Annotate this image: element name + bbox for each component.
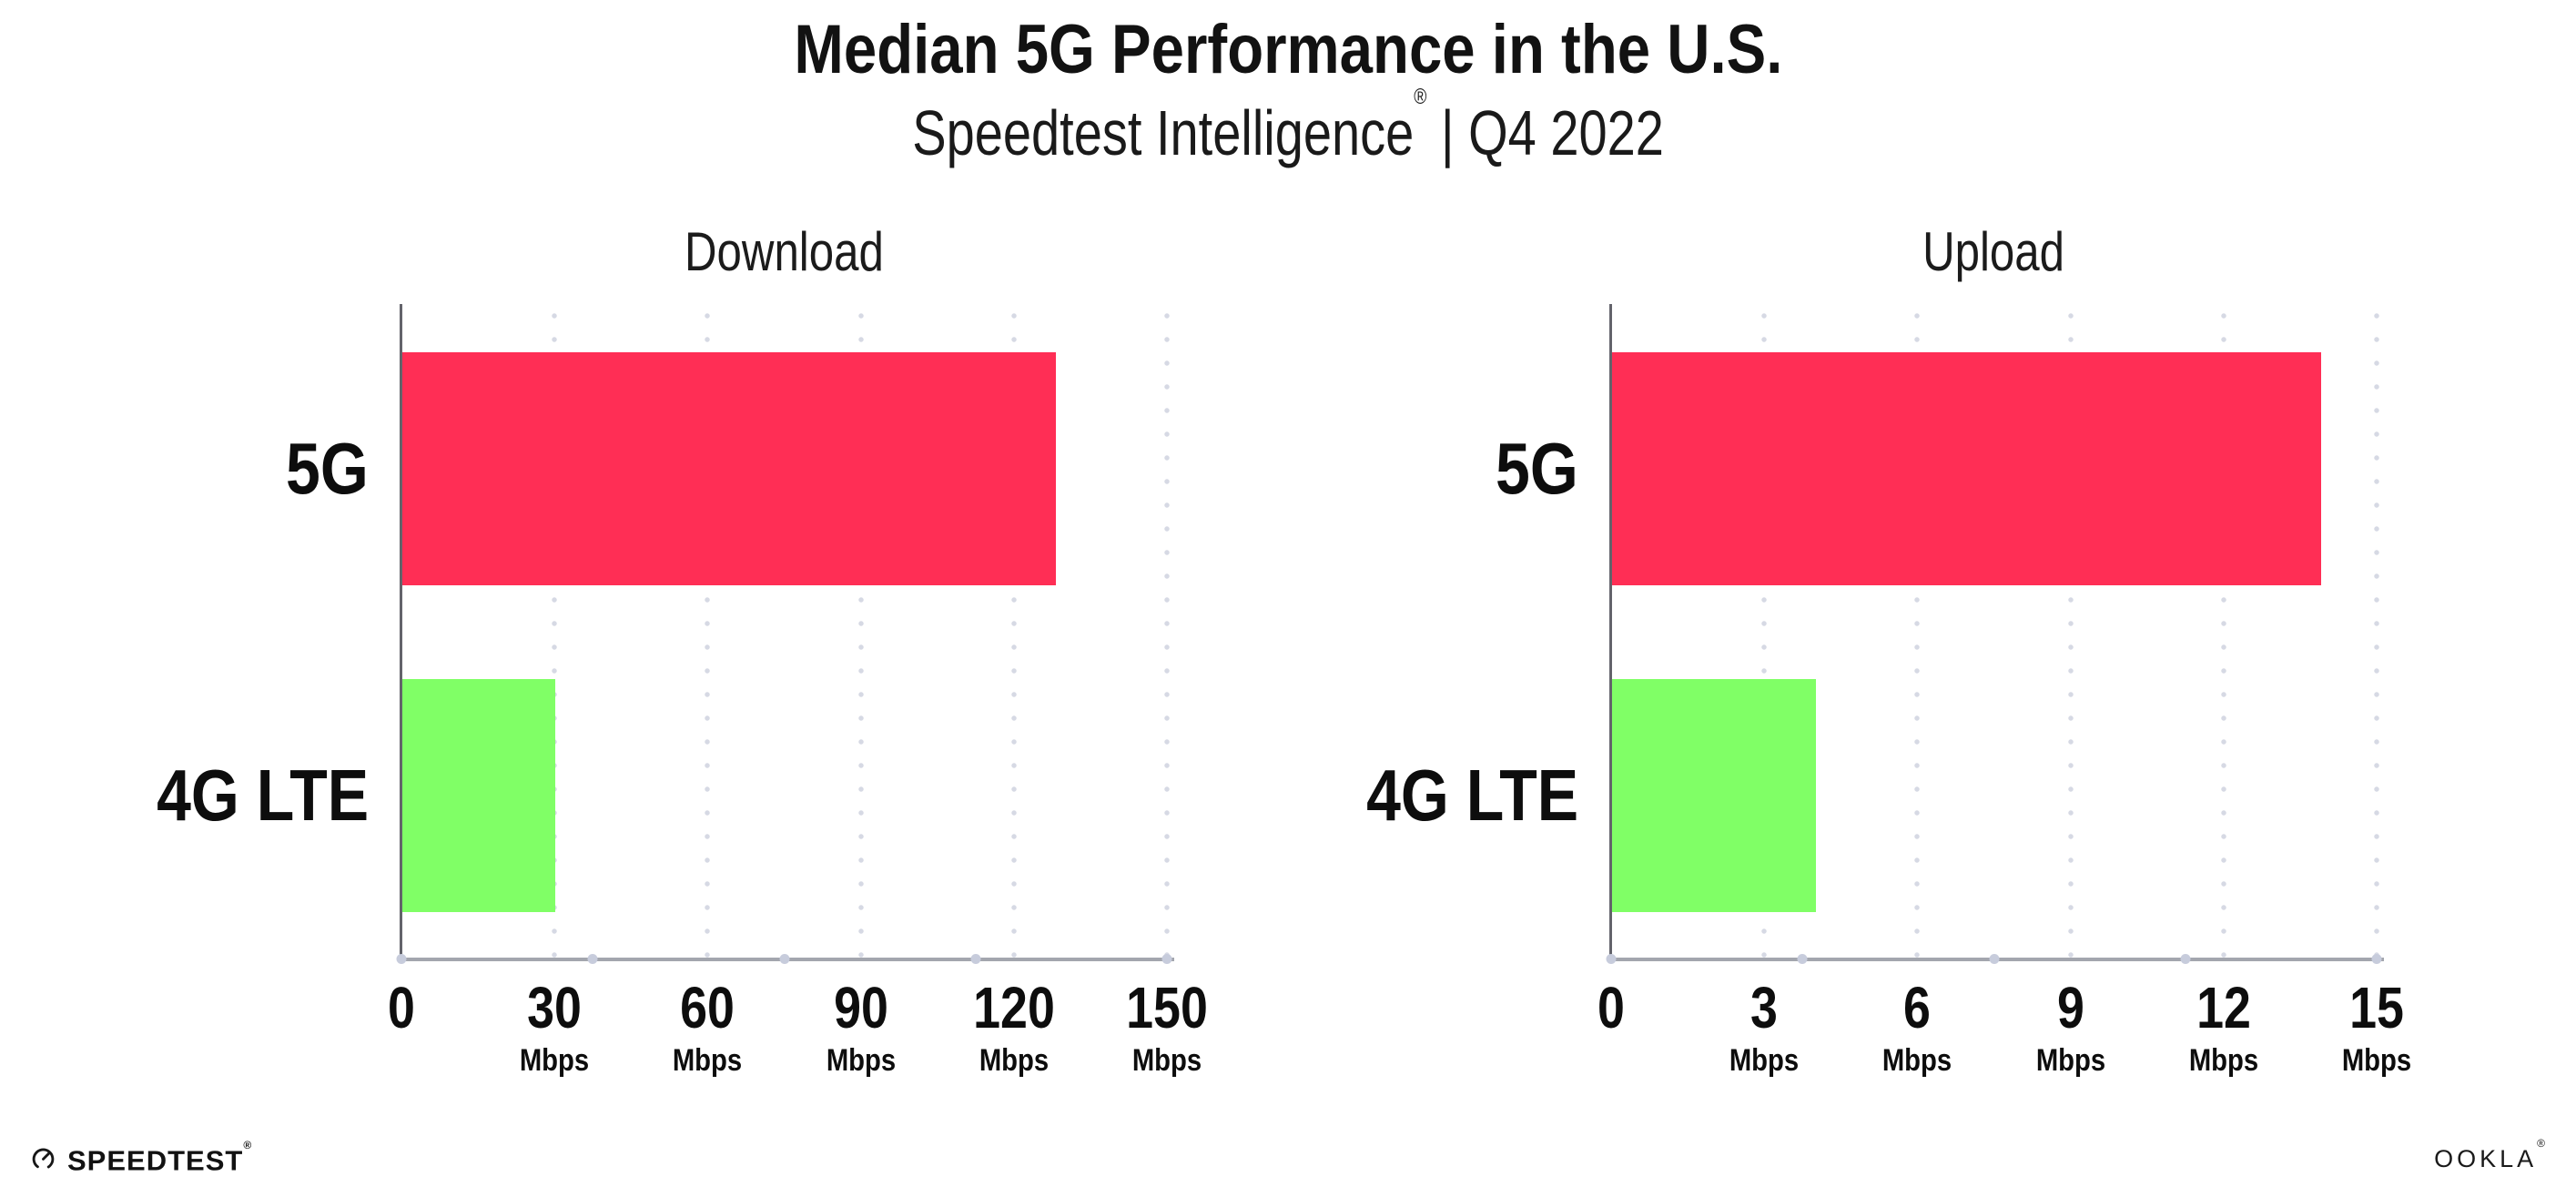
download-x-tick-labels: 0 30 Mbps 60 Mbps 90 Mbps 120 Mbps 150 Mbps <box>388 978 1208 1096</box>
x-tick-value: 0 <box>388 975 415 1040</box>
x-tick-60: 60 Mbps <box>667 978 748 1078</box>
bar-4g-lte <box>1612 679 1817 912</box>
x-tick-unit: Mbps <box>673 1043 743 1078</box>
download-chart-title-text: Download <box>685 221 884 282</box>
page-title-text: Median 5G Performance in the U.S. <box>794 11 1782 88</box>
x-tick-0: 0 <box>1595 978 1628 1038</box>
gridline-30 <box>552 304 558 958</box>
x-tick-value: 90 <box>833 975 888 1040</box>
x-tick-value: 0 <box>1597 975 1625 1040</box>
axis-tick-dot <box>1161 954 1172 964</box>
category-label-4g-lte: 4G LTE <box>1366 755 1578 836</box>
x-tick-value: 120 <box>972 975 1055 1040</box>
x-tick-value: 15 <box>2349 975 2404 1040</box>
x-tick-unit: Mbps <box>1729 1043 1800 1078</box>
bar-4g-lte <box>402 679 556 912</box>
download-chart-panel: Download 5G 4G LTE 0 30 Mbps 60 Mbps 90 Mbps 120… <box>157 217 1208 1118</box>
gridline-120 <box>1010 304 1017 958</box>
ookla-registered-icon: ® <box>2537 1137 2549 1150</box>
gridline-12 <box>2220 304 2226 958</box>
axis-tick-dot <box>779 954 789 964</box>
page-subtitle: Speedtest Intelligence® | Q4 2022 <box>0 86 2576 177</box>
x-tick-value: 6 <box>1903 975 1932 1040</box>
category-label-4g-lte: 4G LTE <box>157 755 369 836</box>
axis-tick-dot <box>1797 954 1808 964</box>
x-tick-30: 30 Mbps <box>514 978 595 1078</box>
upload-chart-panel: Upload 5G 4G LTE 0 3 Mbps 6 Mbps 9 Mbps 12 Mbps 15… <box>1366 217 2411 1118</box>
x-tick-unit: Mbps <box>2188 1043 2258 1078</box>
gridline-6 <box>1914 304 1921 958</box>
x-tick-value: 30 <box>527 975 583 1040</box>
gridline-60 <box>705 304 711 958</box>
speedtest-logo: SPEEDTEST® <box>31 1138 253 1176</box>
bar-5g <box>1612 352 2322 585</box>
x-tick-12: 12 Mbps <box>2183 978 2264 1078</box>
x-tick-15: 15 Mbps <box>2337 978 2418 1078</box>
x-tick-120: 120 Mbps <box>965 978 1062 1078</box>
axis-tick-dot <box>1606 954 1617 964</box>
bar-5g <box>402 352 1056 585</box>
registered-mark-icon: ® <box>1414 84 1427 109</box>
axis-tick-dot <box>1989 954 1999 964</box>
upload-x-tick-labels: 0 3 Mbps 6 Mbps 9 Mbps 12 Mbps 15 Mbps <box>1597 978 2411 1096</box>
x-tick-6: 6 Mbps <box>1877 978 1958 1078</box>
x-tick-value: 3 <box>1750 975 1779 1040</box>
download-plot-area: 5G 4G LTE <box>157 304 1174 964</box>
category-label-5g: 5G <box>1496 428 1578 509</box>
x-tick-value: 12 <box>2196 975 2251 1040</box>
x-tick-90: 90 Mbps <box>820 978 901 1078</box>
x-tick-unit: Mbps <box>826 1043 896 1078</box>
gridline-150 <box>1164 304 1170 958</box>
upload-chart-title-text: Upload <box>1922 221 2065 282</box>
ookla-wordmark-text: OOKLA <box>2434 1145 2538 1172</box>
speedtest-wordmark-text: SPEEDTEST <box>67 1144 244 1176</box>
axis-tick-dot <box>2371 954 2382 964</box>
gridline-15 <box>2374 304 2379 958</box>
x-tick-unit: Mbps <box>2035 1043 2105 1078</box>
gridline-9 <box>2067 304 2074 958</box>
upload-y-axis <box>1609 304 1612 961</box>
x-tick-unit: Mbps <box>979 1043 1049 1078</box>
subtitle-brand: Speedtest Intelligence <box>912 97 1415 168</box>
category-label-5g: 5G <box>286 428 369 509</box>
page-title: Median 5G Performance in the U.S. <box>0 11 2576 89</box>
speedtest-wordmark: SPEEDTEST® <box>67 1138 253 1176</box>
x-tick-value: 9 <box>2056 975 2084 1040</box>
x-tick-unit: Mbps <box>520 1043 590 1078</box>
axis-tick-dot <box>970 954 981 964</box>
x-tick-unit: Mbps <box>1882 1043 1952 1078</box>
axis-tick-dot <box>396 954 407 964</box>
gridline-3 <box>1761 304 1768 958</box>
x-tick-150: 150 Mbps <box>1119 978 1216 1078</box>
x-tick-unit: Mbps <box>1131 1043 1202 1078</box>
page-subtitle-text: Speedtest Intelligence® | Q4 2022 <box>912 86 1664 177</box>
speedtest-gauge-icon <box>32 1148 55 1170</box>
x-tick-value: 150 <box>1126 975 1208 1040</box>
x-tick-0: 0 <box>385 978 418 1038</box>
axis-tick-dot <box>2180 954 2191 964</box>
download-y-axis <box>400 304 402 961</box>
speedtest-registered-icon: ® <box>243 1138 253 1151</box>
subtitle-period: | Q4 2022 <box>1426 97 1664 168</box>
gridline-90 <box>857 304 864 958</box>
upload-plot-area: 5G 4G LTE <box>1366 304 2384 964</box>
x-tick-value: 60 <box>680 975 735 1040</box>
x-tick-3: 3 Mbps <box>1724 978 1805 1078</box>
x-tick-unit: Mbps <box>2341 1043 2412 1078</box>
upload-chart-title: Upload <box>1611 222 2377 282</box>
x-tick-9: 9 Mbps <box>2030 978 2111 1078</box>
ookla-logo: OOKLA® <box>2434 1137 2549 1172</box>
axis-tick-dot <box>587 954 598 964</box>
download-chart-title: Download <box>401 222 1167 282</box>
